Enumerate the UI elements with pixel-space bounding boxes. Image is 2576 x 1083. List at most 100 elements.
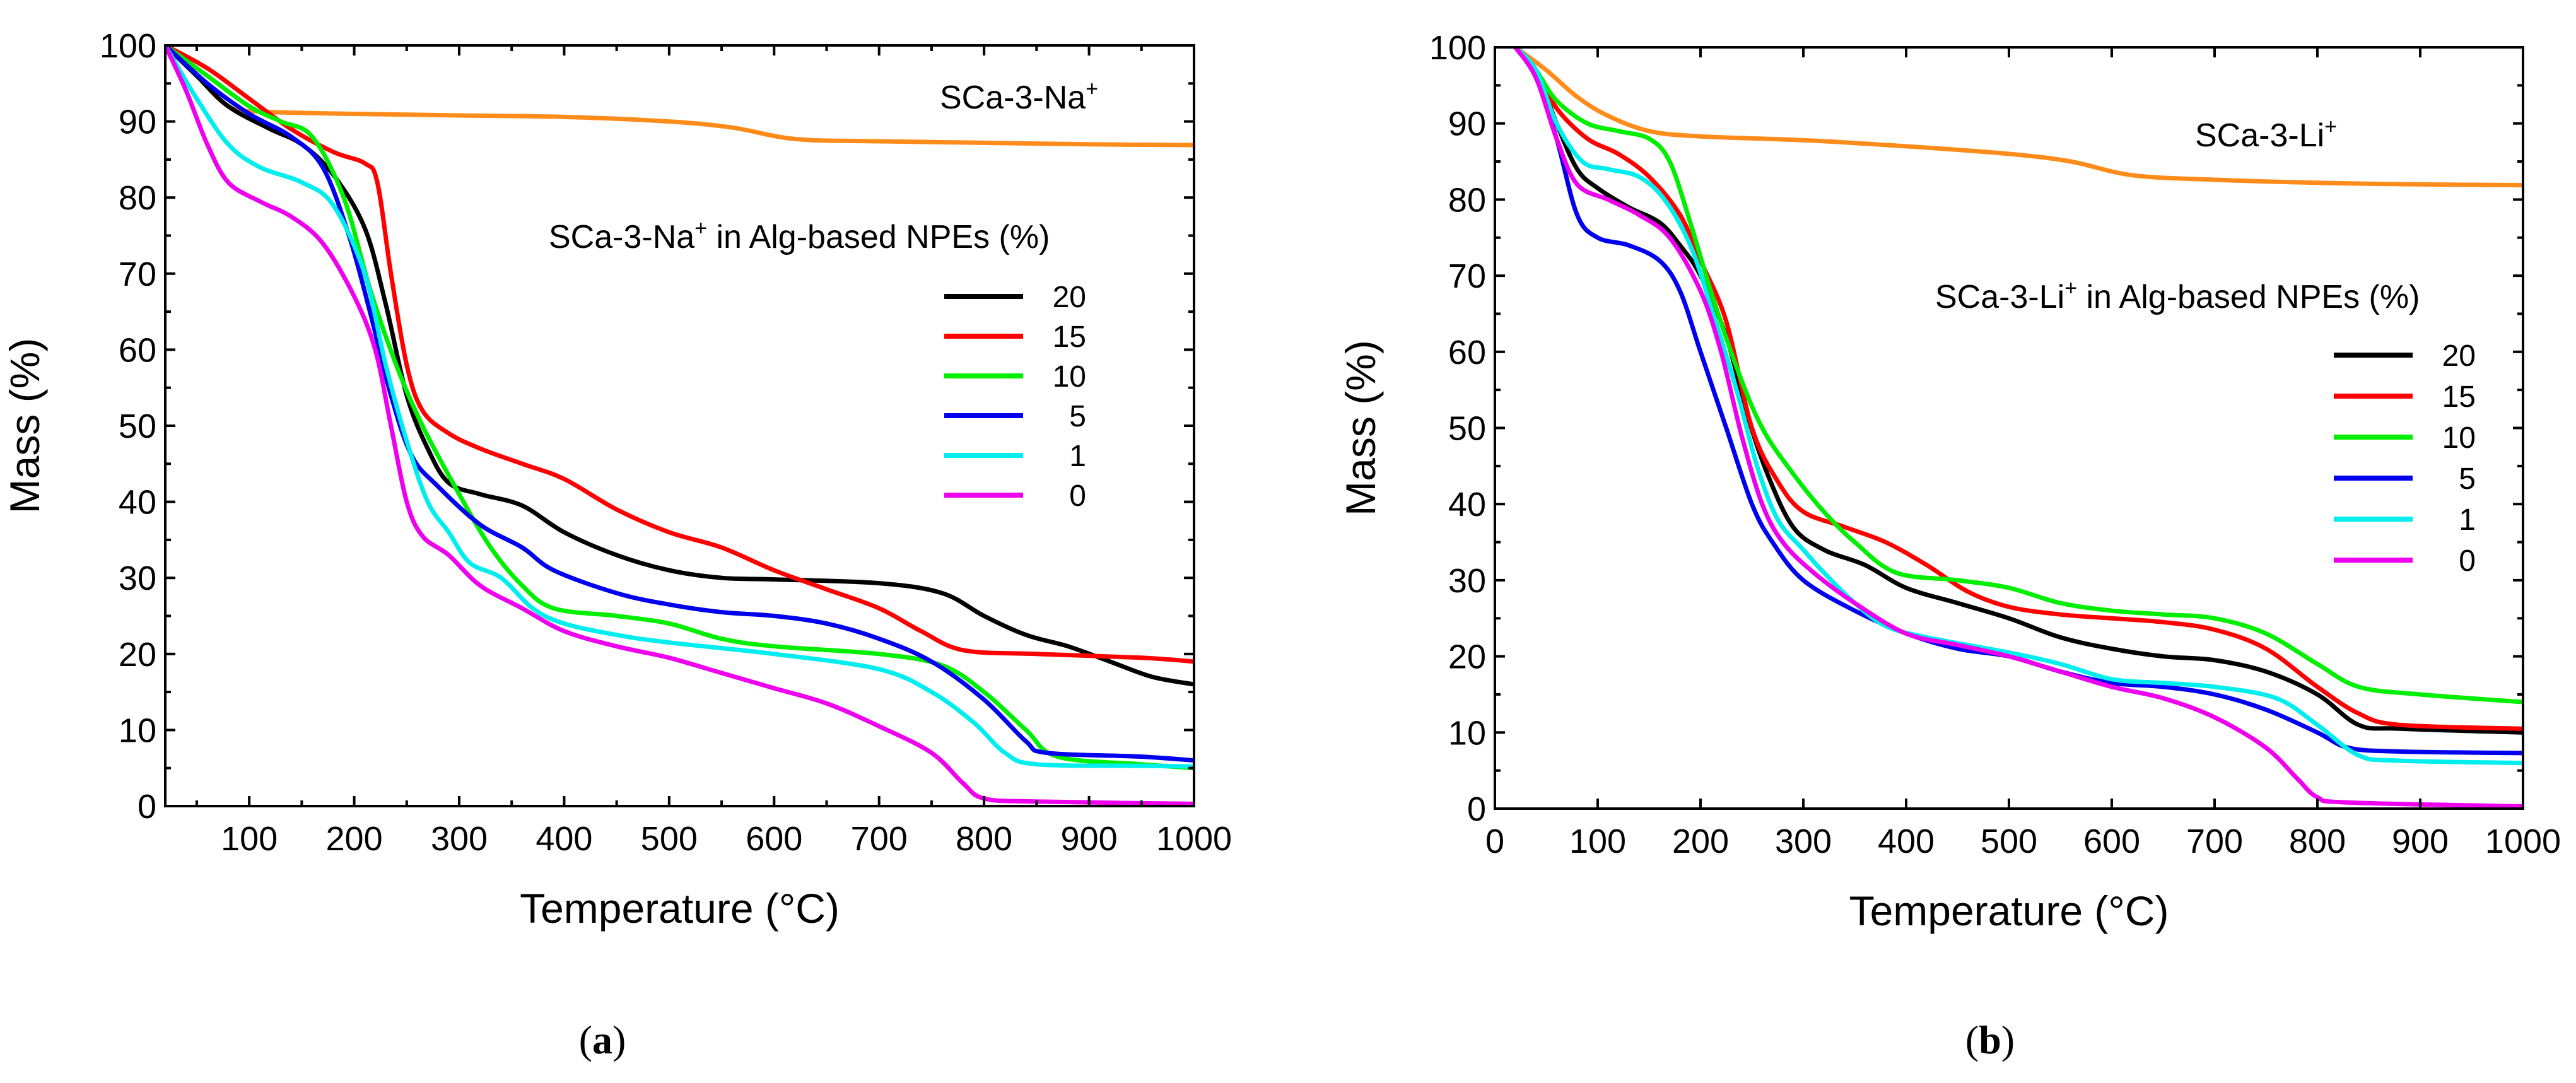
series-line-10 [1513, 47, 2523, 705]
legend-item: 0 [944, 479, 1086, 513]
legend-label: 15 [2442, 380, 2476, 414]
x-tick-label: 0 [1485, 822, 1504, 860]
y-tick-label: 90 [119, 103, 156, 141]
legend-title-suffix: in Alg-based NPEs (%) [707, 219, 1050, 255]
y-tick-label: 50 [119, 407, 156, 445]
legend-item: 5 [944, 400, 1086, 433]
legend-label: 20 [2442, 339, 2476, 373]
y-tick-label: 40 [119, 484, 156, 522]
y-tick-label: 40 [1448, 486, 1486, 524]
x-axis-label: Temperature (°C) [1849, 887, 2169, 934]
series-annotation: SCa-3-Li+ [2195, 115, 2337, 154]
x-tick-label: 500 [1981, 822, 2037, 860]
x-tick-label: 600 [746, 820, 802, 858]
y-tick-label: 80 [119, 179, 156, 217]
y-tick-label: 60 [119, 331, 156, 369]
legend-item: 1 [944, 440, 1086, 473]
x-tick-label: 300 [1775, 822, 1832, 860]
x-tick-label: 100 [221, 820, 278, 858]
series-line-0 [1513, 47, 2523, 809]
legend-label: 5 [2459, 462, 2476, 496]
series-line-15 [165, 45, 1194, 664]
chart-panel-a: 100 200 300 400 500 600 700 800 900 1000010203040… [1, 27, 1232, 1062]
legend-title-base: SCa-3-Na [549, 219, 694, 255]
panel-label-b: (b) [1965, 1017, 2015, 1062]
x-tick-label: 1000 [1156, 820, 1232, 858]
legend-item: 15 [944, 320, 1086, 354]
x-tick-label: 800 [2289, 822, 2346, 860]
tick-labels: 0 100 200 300 400 500 600 700 800 900 100001020304… [1429, 29, 2561, 860]
legend-item: 20 [944, 281, 1086, 314]
x-tick-label: 400 [536, 820, 592, 858]
x-tick-label: 900 [1061, 820, 1118, 858]
series-line-sca-3-na- [165, 45, 1194, 148]
legend-title-superscript: + [2064, 276, 2077, 300]
panel-letter: b [1979, 1017, 2001, 1062]
annotation-superscript: + [2324, 115, 2337, 139]
x-tick-label: 700 [2186, 822, 2243, 860]
y-tick-label: 30 [119, 559, 156, 597]
legend-title-superscript: + [694, 216, 707, 240]
axis-ticks [1494, 46, 2524, 810]
x-tick-label: 1000 [2485, 822, 2561, 860]
legend-label: 1 [1069, 440, 1086, 473]
series-lines [1513, 47, 2523, 809]
y-tick-label: 20 [1448, 638, 1486, 676]
annotation-superscript: + [1086, 77, 1098, 101]
series-annotation: SCa-3-Na+ [940, 77, 1098, 116]
y-tick-label: 0 [1467, 790, 1486, 828]
x-tick-label: 200 [326, 820, 383, 858]
x-tick-label: 200 [1672, 822, 1729, 860]
tick-labels: 100 200 300 400 500 600 700 800 900 1000010203040… [100, 27, 1232, 858]
legend-item: 1 [2334, 503, 2476, 537]
y-tick-label: 50 [1448, 410, 1486, 448]
legend-label: 20 [1053, 281, 1086, 314]
x-tick-label: 700 [851, 820, 908, 858]
y-tick-label: 10 [1448, 714, 1486, 752]
axis-ticks [165, 44, 1195, 807]
y-tick-label: 70 [1448, 257, 1486, 295]
y-tick-label: 90 [1448, 105, 1486, 143]
series-line-0 [165, 45, 1194, 806]
y-axis-label: Mass (%) [1337, 340, 1384, 516]
y-tick-label: 100 [1429, 29, 1486, 67]
legend-title: SCa-3-Na+ in Alg-based NPEs (%) [549, 216, 1050, 255]
legend-label: 0 [1069, 479, 1086, 513]
series-line-20 [165, 45, 1194, 687]
x-tick-label: 300 [431, 820, 488, 858]
series-line-1 [165, 45, 1194, 769]
series-line-10 [165, 45, 1194, 771]
legend-label: 1 [2459, 503, 2476, 537]
legend-title-base: SCa-3-Li [1935, 279, 2064, 315]
series-line-5 [1513, 47, 2523, 756]
legend-title: SCa-3-Li+ in Alg-based NPEs (%) [1935, 276, 2420, 315]
legend-label: 10 [1053, 360, 1086, 394]
chart-panel-b: 0 100 200 300 400 500 600 700 800 900 100001020304… [1337, 29, 2561, 1062]
annotation-base: SCa-3-Na [940, 79, 1086, 116]
legend-title-suffix: in Alg-based NPEs (%) [2077, 279, 2420, 315]
series-lines [165, 45, 1194, 806]
y-tick-label: 20 [119, 636, 156, 674]
legend-item: 5 [2334, 462, 2476, 496]
y-tick-label: 0 [138, 788, 156, 826]
legend-item: 10 [944, 360, 1086, 394]
x-axis-label: Temperature (°C) [520, 885, 840, 932]
x-tick-label: 900 [2392, 822, 2449, 860]
y-tick-label: 100 [100, 27, 156, 65]
y-tick-label: 80 [1448, 181, 1486, 219]
series-line-sca-3-li- [1513, 47, 2523, 187]
legend-label: 5 [1069, 400, 1086, 433]
y-tick-label: 30 [1448, 562, 1486, 600]
y-tick-label: 60 [1448, 334, 1486, 372]
series-line-5 [165, 45, 1194, 763]
legend-item: 0 [2334, 544, 2476, 578]
x-tick-label: 800 [956, 820, 1012, 858]
legend-label: 15 [1053, 320, 1086, 354]
legend-label: 0 [2459, 544, 2476, 578]
legend-item: 10 [2334, 421, 2476, 455]
plot-frame [1494, 46, 2524, 810]
panel-label-a: (a) [579, 1017, 626, 1062]
